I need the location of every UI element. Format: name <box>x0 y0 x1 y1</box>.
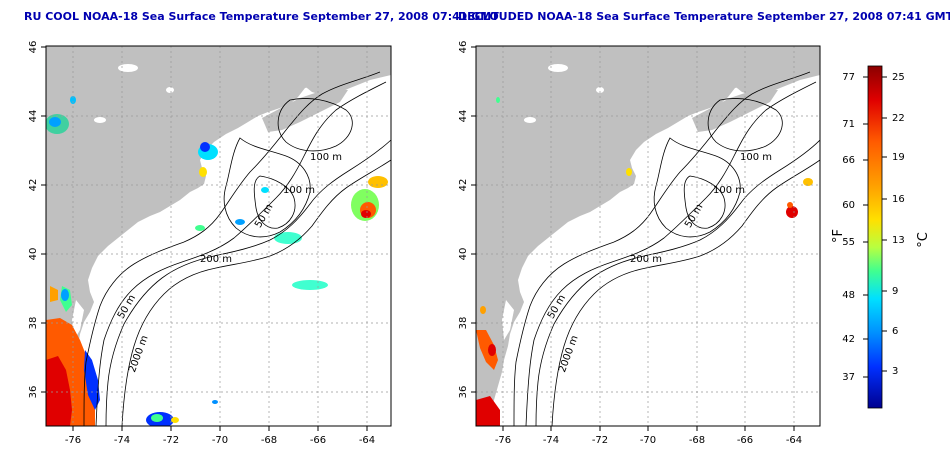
colorbar-c-ticks: 25 22 19 16 13 9 6 3 <box>892 72 905 377</box>
f-tick-label: 48 <box>842 290 855 301</box>
contour-label: 100 m <box>740 152 772 163</box>
y-tick-label: 40 <box>458 248 469 261</box>
c-tick-label: 9 <box>892 286 898 297</box>
x-tick-label: -72 <box>592 435 608 446</box>
f-tick-label: 60 <box>842 200 855 211</box>
c-tick-label: 3 <box>892 366 898 377</box>
x-tick-label: -68 <box>261 435 277 446</box>
contour-label: 100 m <box>310 152 342 163</box>
right-y-axis: 46 44 42 40 38 36 <box>458 41 469 399</box>
c-tick-label: 13 <box>892 235 905 246</box>
y-tick-label: 42 <box>458 179 469 192</box>
y-tick-label: 46 <box>458 41 469 54</box>
contour-label: 100 m <box>283 185 315 196</box>
y-tick-label: 42 <box>28 179 39 192</box>
c-tick-label: 25 <box>892 72 905 83</box>
f-tick-label: 42 <box>842 334 855 345</box>
x-tick-label: -76 <box>65 435 81 446</box>
left-map-title: RU COOL NOAA-18 Sea Surface Temperature … <box>24 10 499 23</box>
c-tick-label: 6 <box>892 326 898 337</box>
right-grid <box>476 46 820 426</box>
left-contours <box>83 71 391 426</box>
f-tick-label: 77 <box>842 72 855 83</box>
contour-label: 200 m <box>200 254 232 265</box>
x-tick-label: -64 <box>359 435 375 446</box>
right-land <box>476 46 820 426</box>
left-map-frame <box>45 45 392 427</box>
y-tick-label: 36 <box>28 386 39 399</box>
x-tick-label: -68 <box>689 435 705 446</box>
c-tick-label: 22 <box>892 113 905 124</box>
x-tick-label: -72 <box>163 435 179 446</box>
x-tick-label: -70 <box>640 435 656 446</box>
colorbar <box>867 65 883 409</box>
colorbar-ticks <box>863 76 887 378</box>
right-ticks <box>471 46 795 431</box>
x-tick-label: -64 <box>786 435 802 446</box>
x-tick-label: -76 <box>495 435 511 446</box>
f-tick-label: 66 <box>842 155 855 166</box>
y-tick-label: 36 <box>458 386 469 399</box>
left-x-axis: -76 -74 -72 -70 -68 -66 -64 <box>65 435 375 446</box>
colorbar-c-unit: °C <box>916 232 931 248</box>
right-map-content: 100 m 100 m 50 m 200 m 50 m 2000 m <box>476 46 820 426</box>
y-tick-label: 40 <box>28 248 39 261</box>
x-tick-label: -66 <box>737 435 753 446</box>
left-ticks <box>41 46 368 431</box>
x-tick-label: -66 <box>310 435 326 446</box>
left-y-axis: 46 44 42 40 38 36 <box>28 41 39 399</box>
c-tick-label: 19 <box>892 152 905 163</box>
y-tick-label: 38 <box>28 317 39 330</box>
y-tick-label: 44 <box>28 110 39 123</box>
x-tick-label: -70 <box>212 435 228 446</box>
x-tick-label: -74 <box>114 435 130 446</box>
contour-label: 100 m <box>713 185 745 196</box>
colorbar-f-unit: °F <box>831 229 846 243</box>
y-tick-label: 44 <box>458 110 469 123</box>
right-map-title: DECLOUDED NOAA-18 Sea Surface Temperatur… <box>458 10 950 23</box>
contour-label: 200 m <box>630 254 662 265</box>
c-tick-label: 16 <box>892 194 905 205</box>
f-tick-label: 37 <box>842 372 855 383</box>
left-grid <box>46 46 391 426</box>
left-land <box>46 46 391 426</box>
y-tick-label: 46 <box>28 41 39 54</box>
f-tick-label: 71 <box>842 119 855 130</box>
x-tick-label: -74 <box>543 435 559 446</box>
f-tick-label: 55 <box>842 237 855 248</box>
colorbar-f-ticks: 77 71 66 60 55 48 42 37 <box>842 72 855 383</box>
y-tick-label: 38 <box>458 317 469 330</box>
right-contours <box>513 71 820 426</box>
left-map-content: 100 m 100 m 50 m 200 m 50 m 2000 m <box>46 46 391 426</box>
right-x-axis: -76 -74 -72 -70 -68 -66 -64 <box>495 435 802 446</box>
right-sst-patches <box>476 97 813 426</box>
